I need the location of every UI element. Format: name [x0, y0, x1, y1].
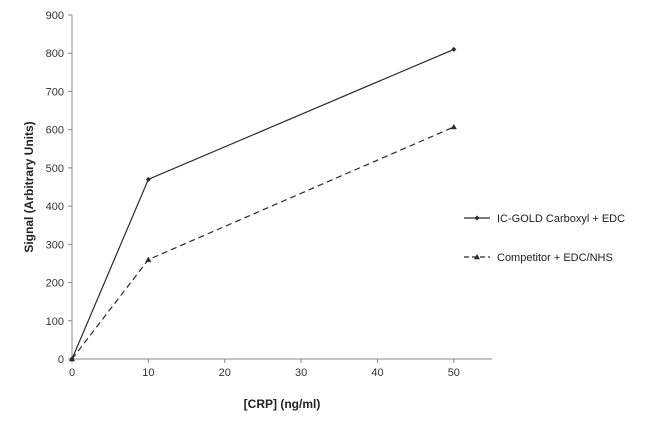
series-layer — [69, 46, 457, 362]
axes — [71, 15, 492, 360]
legend-marker — [474, 254, 480, 260]
x-tick-label: 30 — [295, 367, 307, 379]
y-tick-label: 700 — [46, 86, 64, 98]
series-2-line — [71, 126, 455, 360]
y-ticks: 0 100 200 300 400 500 600 700 800 900 — [46, 10, 72, 366]
legend-marker — [474, 215, 480, 221]
x-tick-label: 20 — [219, 367, 231, 379]
y-tick-label: 0 — [58, 354, 64, 366]
y-tick-label: 300 — [46, 239, 64, 251]
y-tick-label: 600 — [46, 125, 64, 137]
series-2-point — [69, 356, 75, 362]
y-axis-title: Signal (Arbitrary Units) — [22, 121, 36, 252]
series-1-point — [145, 176, 151, 182]
series-2 — [69, 123, 457, 362]
x-tick-label: 10 — [142, 367, 154, 379]
x-tick-label: 40 — [371, 367, 383, 379]
x-tick-label: 0 — [69, 367, 75, 379]
series-1-line — [71, 48, 455, 360]
y-tick-label: 400 — [46, 201, 64, 213]
y-tick-label: 800 — [46, 48, 64, 60]
y-tick-label: 100 — [46, 316, 64, 328]
series-1-point — [451, 46, 457, 52]
legend-item-2: Competitor + EDC/NHS — [464, 252, 613, 264]
y-tick-label: 500 — [46, 163, 64, 175]
series-2-point — [145, 256, 152, 262]
y-tick-label: 900 — [46, 10, 64, 22]
x-ticks: 0 10 20 30 40 50 — [69, 359, 460, 379]
y-tick-label: 200 — [46, 278, 64, 290]
series-2-point — [450, 123, 457, 130]
legend-label: Competitor + EDC/NHS — [497, 252, 613, 264]
x-axis-title: [CRP] (ng/ml) — [244, 397, 321, 411]
series-1 — [69, 46, 457, 362]
legend-label: IC-GOLD Carboxyl + EDC — [497, 213, 625, 225]
x-tick-label: 50 — [448, 367, 460, 379]
legend-item-1: IC-GOLD Carboxyl + EDC — [464, 213, 625, 225]
legend: IC-GOLD Carboxyl + EDC Competitor + EDC/N… — [464, 213, 625, 264]
